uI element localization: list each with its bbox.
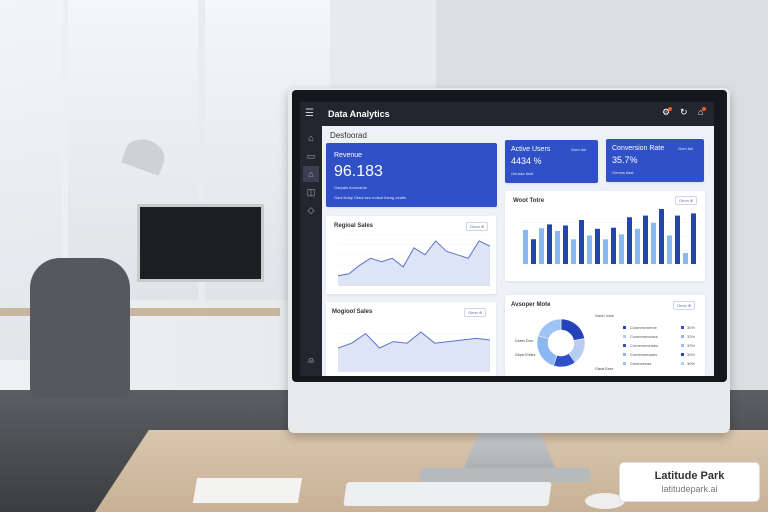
area-chart xyxy=(338,234,490,286)
kpi-label: Conversion Rate xyxy=(612,145,665,152)
kpi-sub: Gemos tiaal xyxy=(612,170,634,175)
gift-icon[interactable]: ⌂ xyxy=(698,107,707,117)
callout: Giaoe Ecee xyxy=(595,367,614,371)
back-desk xyxy=(0,308,280,316)
series-line xyxy=(338,331,490,349)
keyboard xyxy=(343,482,552,506)
kpi-label: Revenue xyxy=(334,152,363,159)
regional-sales-card: Regioal Sales Geon ⊕ xyxy=(326,216,496,294)
area-fill xyxy=(338,332,490,372)
kpi-sub: Genasc tiiolt xyxy=(511,171,534,176)
bar xyxy=(643,215,648,264)
bar xyxy=(619,234,624,264)
kpi-link[interactable]: Gom tiol xyxy=(571,147,586,152)
legend-item: Cosmmmcnaes 33% xyxy=(623,334,703,343)
bar xyxy=(539,228,544,264)
area-chart xyxy=(338,324,490,372)
bar xyxy=(555,231,560,264)
bar xyxy=(683,253,688,264)
bar xyxy=(635,228,640,264)
bar xyxy=(523,229,528,264)
bar xyxy=(571,239,576,264)
kpi-value: 35.7% xyxy=(612,155,638,165)
legend-item: Cesmeenas 30% xyxy=(623,361,703,370)
user-icon[interactable]: ⍝ xyxy=(308,355,314,365)
kpi-label: Active Users xyxy=(511,146,551,153)
legend: Cosmmcmmne 30% Cosmmmcnaes 33% Comemmcnaes 33… xyxy=(623,325,703,370)
mouse xyxy=(585,493,625,509)
report-icon[interactable]: ◫ xyxy=(306,187,316,197)
kpi-link[interactable]: Gom tiol xyxy=(678,146,693,151)
back-monitor xyxy=(137,204,264,282)
shield-icon[interactable]: ◇ xyxy=(307,205,315,215)
bar xyxy=(531,239,536,264)
bar xyxy=(603,239,608,264)
page-title: Desfoorad xyxy=(330,131,367,140)
bar xyxy=(627,217,632,264)
building-icon[interactable]: ⌂ xyxy=(303,166,319,182)
notification-icon[interactable]: ⚙ xyxy=(662,107,673,117)
revenue-card[interactable]: Revenue 96.183 Garpais Annoiants Gaol Il… xyxy=(326,143,497,207)
kpi-value: 4434 % xyxy=(511,156,542,166)
sidebar: ⌂ ▭ ⌂ ◫ ◇ ⍝ xyxy=(300,126,322,376)
donut-slice xyxy=(536,335,558,367)
brand-domain: latitudepark.ai xyxy=(661,484,718,494)
menu-icon[interactable]: ☰ xyxy=(305,108,314,119)
legend-item: Comemmcnaes 33% xyxy=(623,343,703,352)
filter-button[interactable]: Geon ⊕ xyxy=(675,196,698,205)
bar xyxy=(587,235,592,264)
donut-slice xyxy=(560,318,585,341)
chart-title: Woot Totre xyxy=(513,198,545,204)
kpi-sub: Garpais Annoiants xyxy=(334,185,367,190)
callout: Gaoe i Ictue xyxy=(595,314,614,318)
bar xyxy=(691,213,696,264)
chart-title: Regioal Sales xyxy=(334,223,374,229)
monitor-stand xyxy=(462,432,557,472)
bar xyxy=(667,235,672,264)
bar xyxy=(563,225,568,264)
legend-item: Cosmmcmmne 30% xyxy=(623,325,703,334)
refresh-icon[interactable]: ↻ xyxy=(680,107,688,117)
active-users-card[interactable]: Active Users Gom tiol 4434 % Genasc tiio… xyxy=(505,140,598,183)
chart-title: Mogiool Sales xyxy=(332,309,373,315)
top-bar: ☰ Data Analytics ⚙ ↻ ⌂ xyxy=(300,102,714,126)
bar xyxy=(611,227,616,264)
bar-chart-card: Woot Totre Geon ⊕ xyxy=(505,191,705,281)
chart-title: Avsoper Mote xyxy=(511,302,551,308)
filter-button[interactable]: Geon ⊕ xyxy=(466,222,489,231)
donut-chart xyxy=(536,318,586,368)
brand-name: Latitude Park xyxy=(654,470,725,482)
bar xyxy=(651,222,656,264)
app-title: Data Analytics xyxy=(328,109,390,119)
bar xyxy=(579,220,584,264)
monitor-base xyxy=(420,468,590,482)
callout: Giope Ehbtrs xyxy=(515,353,536,357)
monitor-icon[interactable]: ▭ xyxy=(306,151,316,161)
conversion-card[interactable]: Conversion Rate Gom tiol 35.7% Gemos tia… xyxy=(606,139,704,182)
bar xyxy=(659,209,664,264)
legend-item: Comeomeaaes 33% xyxy=(623,352,703,361)
regional-sales-2-card: Mogiool Sales Geon ⊕ xyxy=(326,302,496,376)
filter-button[interactable]: Geon ⊕ xyxy=(673,301,696,310)
filter-button[interactable]: Geon ⊕ xyxy=(464,308,487,317)
kpi-value: 96.183 xyxy=(334,163,383,180)
kpi-desc: Gaol Iluiay Otaol seo eotsot tbeng ceati… xyxy=(334,195,406,200)
area-fill xyxy=(338,240,490,286)
home-icon[interactable]: ⌂ xyxy=(308,133,314,143)
callout: Dzaes Ener xyxy=(515,339,534,343)
series-line xyxy=(338,240,490,277)
notepad xyxy=(192,478,303,503)
office-chair xyxy=(30,258,130,398)
bar xyxy=(675,215,680,264)
bar xyxy=(595,228,600,264)
bar-chart xyxy=(519,209,699,265)
brand-badge: Latitude Park latitudepark.ai xyxy=(619,462,760,502)
bar xyxy=(547,224,552,264)
donut-card: Avsoper Mote Geon ⊕ Gaoe i Ictue Dzaes E… xyxy=(505,295,705,376)
dashboard-screen: ☰ Data Analytics ⚙ ↻ ⌂ ⌂ ▭ ⌂ ◫ ◇ ⍝ Desfo… xyxy=(300,102,714,376)
donut-slice xyxy=(537,318,562,340)
